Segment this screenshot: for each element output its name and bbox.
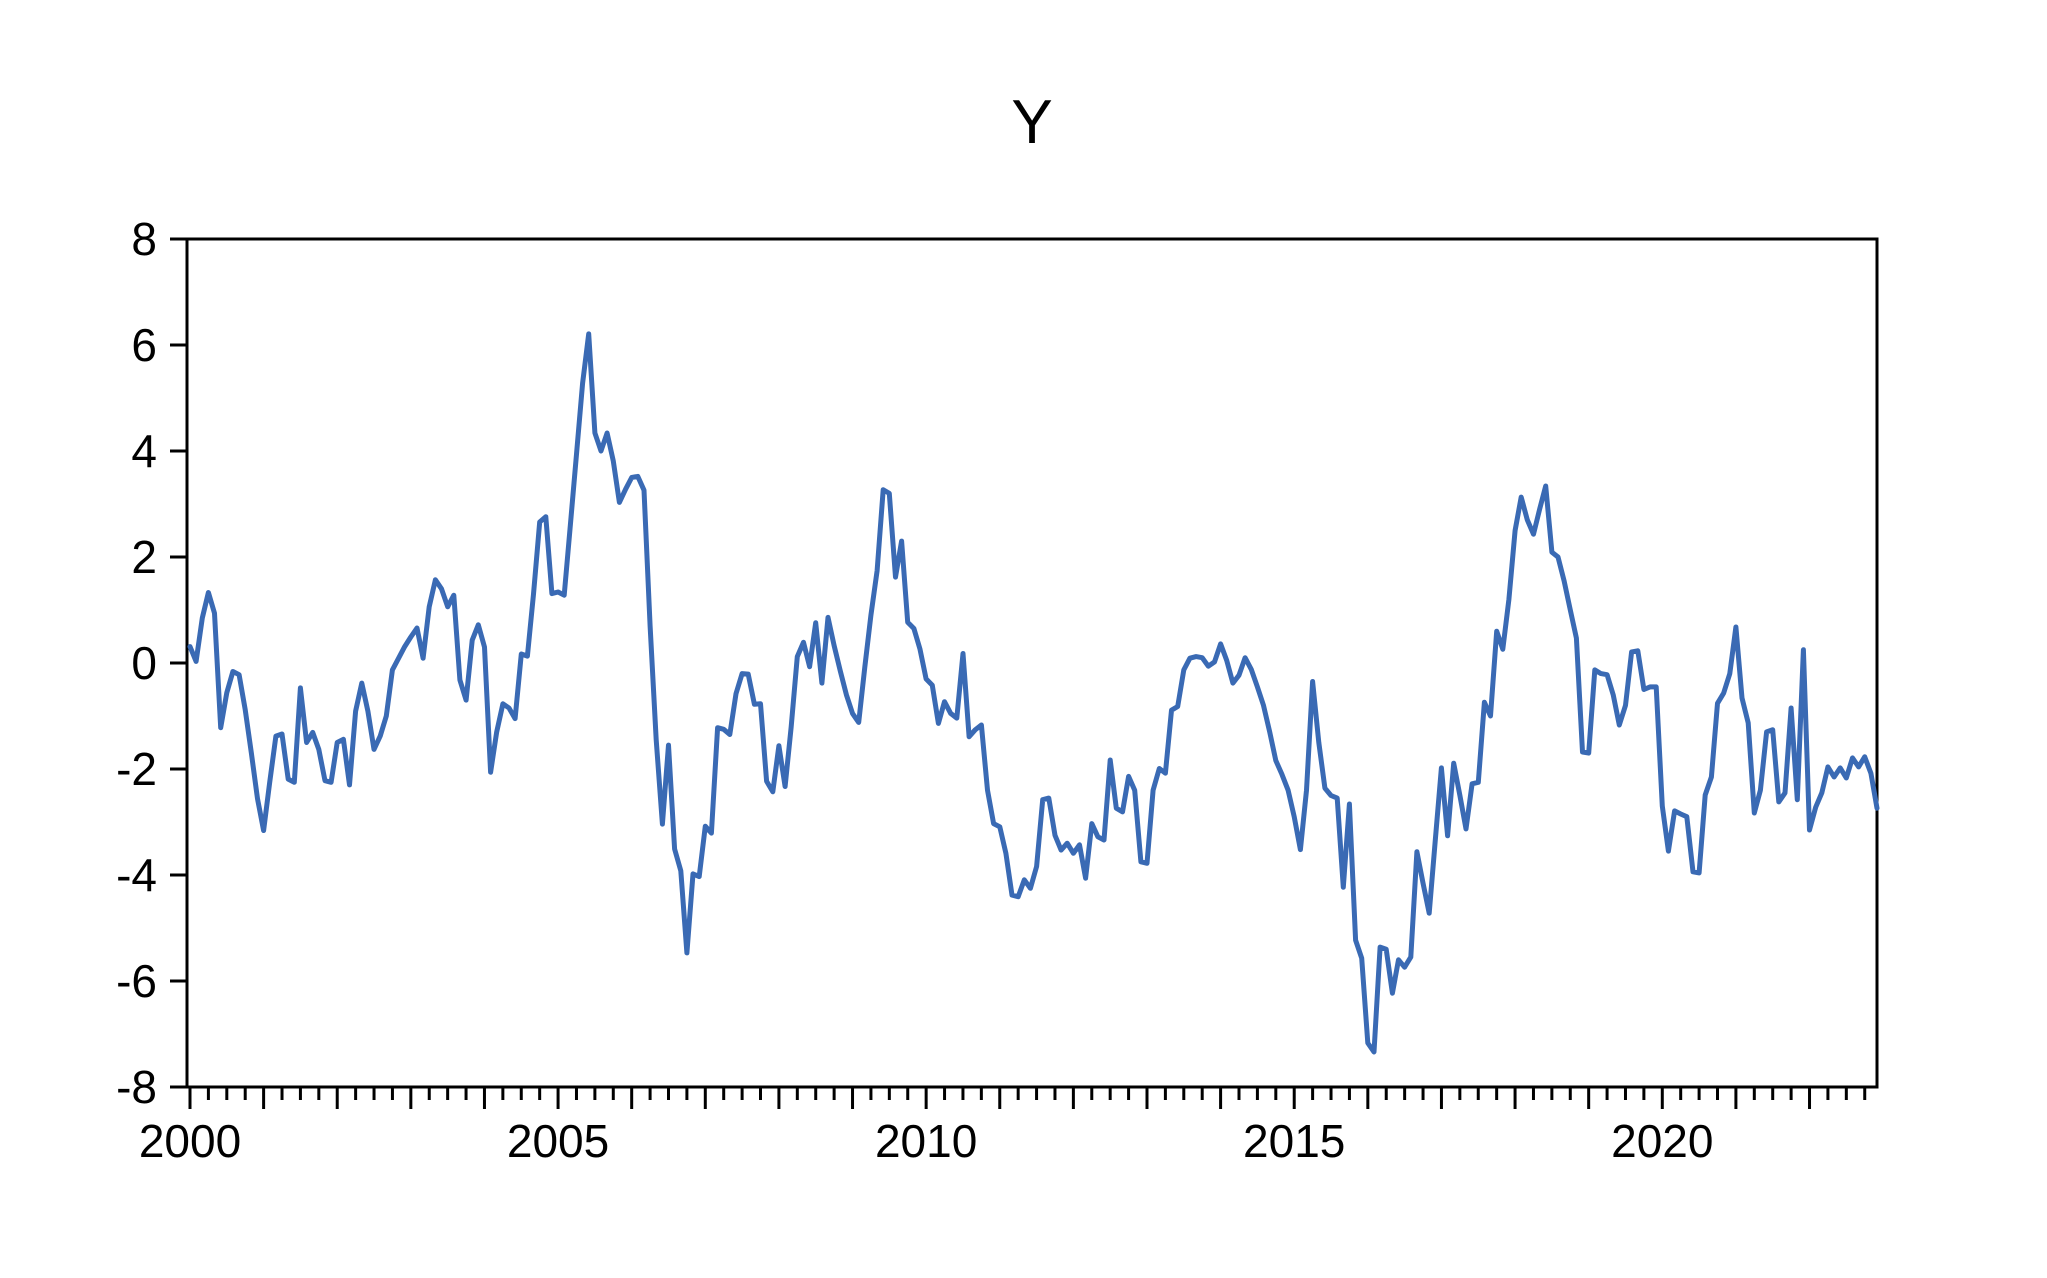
y-tick-label: -2	[116, 743, 157, 795]
y-tick-label: -6	[116, 955, 157, 1007]
x-tick-label: 2000	[139, 1115, 241, 1167]
x-tick-label: 2010	[875, 1115, 977, 1167]
y-tick-label: 2	[131, 531, 157, 583]
chart-title: Y	[1011, 88, 1053, 157]
y-tick-label: 4	[131, 425, 157, 477]
x-tick-label: 2020	[1611, 1115, 1713, 1167]
x-tick-label: 2005	[507, 1115, 609, 1167]
x-tick-label: 2015	[1243, 1115, 1345, 1167]
y-tick-label: -8	[116, 1061, 157, 1113]
plot-frame	[185, 237, 1879, 1089]
y-tick-label: 0	[131, 637, 157, 689]
series-line	[187, 331, 1880, 1055]
y-tick-label: -4	[116, 849, 157, 901]
y-tick-label: 6	[131, 319, 157, 371]
y-tick-label: 8	[131, 213, 157, 265]
